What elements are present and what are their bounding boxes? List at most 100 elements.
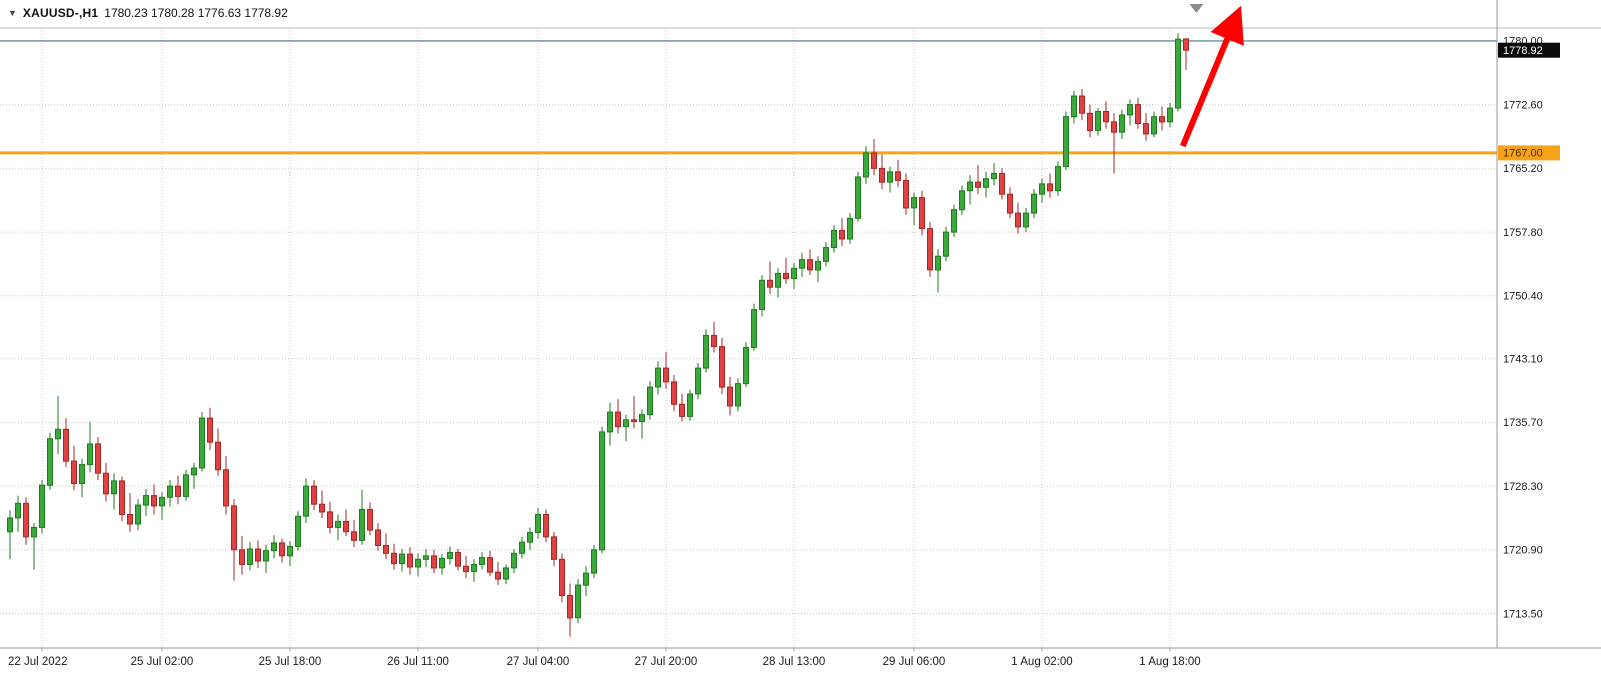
candlestick xyxy=(439,554,445,575)
candlestick xyxy=(511,549,517,574)
candlestick xyxy=(911,192,917,226)
candlestick xyxy=(943,226,949,262)
candlestick xyxy=(863,146,869,184)
candlestick xyxy=(271,535,277,559)
candlestick xyxy=(607,402,613,446)
candlestick xyxy=(807,249,813,276)
candlestick xyxy=(1143,113,1149,141)
candlestick xyxy=(151,484,157,515)
candlestick xyxy=(879,154,885,189)
candlestick xyxy=(111,473,117,510)
time-axis-label: 28 Jul 13:00 xyxy=(763,656,826,668)
candlestick xyxy=(399,549,405,572)
candlestick xyxy=(583,566,589,597)
candlestick xyxy=(343,509,349,537)
candlestick xyxy=(503,564,509,585)
candlestick xyxy=(519,536,525,559)
candlestick xyxy=(87,421,93,473)
svg-text:1778.92: 1778.92 xyxy=(1503,45,1543,57)
candlestick xyxy=(847,213,853,245)
chart-ohlc-info: ▼ XAUUSD-,H1 1780.23 1780.28 1776.63 177… xyxy=(8,6,288,20)
candlestick xyxy=(895,159,901,188)
candlestick xyxy=(103,462,109,502)
candlestick xyxy=(623,414,629,442)
candlestick xyxy=(1039,178,1045,203)
price-axis-label: 1728.30 xyxy=(1503,481,1543,493)
candlestick xyxy=(687,389,693,421)
candlestick xyxy=(743,342,749,388)
candlestick xyxy=(231,499,237,581)
time-axis-label: 1 Aug 02:00 xyxy=(1011,656,1072,668)
time-axis-label: 25 Jul 02:00 xyxy=(131,656,194,668)
candlestick xyxy=(47,432,53,490)
chart-collapse-icon[interactable]: ▼ xyxy=(8,7,17,18)
candlestick xyxy=(1007,187,1013,219)
candlestick xyxy=(983,171,989,198)
candlestick xyxy=(247,542,253,571)
candlestick xyxy=(39,480,45,534)
price-axis-label: 1735.70 xyxy=(1503,417,1543,429)
candlestick xyxy=(1183,38,1189,70)
candlestick xyxy=(263,544,269,574)
price-axis-label: 1750.40 xyxy=(1503,291,1543,303)
candlestick xyxy=(143,488,149,517)
candlestick xyxy=(1167,102,1173,127)
candlestick xyxy=(495,561,501,586)
candlestick xyxy=(671,375,677,412)
candlestick xyxy=(207,407,213,450)
candlestick xyxy=(1031,189,1037,219)
candlestick xyxy=(1127,99,1133,126)
price-axis-label: 1757.80 xyxy=(1503,227,1543,239)
candlestick xyxy=(791,263,797,289)
candlestick xyxy=(431,549,437,574)
candlestick xyxy=(615,399,621,434)
candlestick xyxy=(567,583,573,637)
candlestick xyxy=(799,252,805,277)
candlestick xyxy=(1087,104,1093,138)
candlestick xyxy=(735,378,741,412)
candlestick xyxy=(695,363,701,400)
candlestick xyxy=(95,437,101,481)
candlestick xyxy=(119,476,125,522)
svg-text:1767.00: 1767.00 xyxy=(1503,148,1543,160)
candlestick xyxy=(215,428,221,476)
symbol-timeframe-label: XAUUSD-,H1 xyxy=(22,6,99,20)
time-axis-label: 22 Jul 2022 xyxy=(8,656,67,668)
candlestick xyxy=(463,555,469,579)
candlestick xyxy=(919,190,925,236)
candlestick xyxy=(543,509,549,543)
candlestick xyxy=(391,543,397,570)
candlestick xyxy=(183,469,189,501)
candlestick xyxy=(79,458,85,498)
candlestick xyxy=(1095,108,1101,136)
time-axis-label: 27 Jul 20:00 xyxy=(635,656,698,668)
candlestick xyxy=(967,175,973,205)
candlestick xyxy=(223,456,229,515)
candlestick xyxy=(1119,109,1125,140)
candlestick xyxy=(1135,97,1141,129)
candlestick xyxy=(63,418,69,468)
trend-arrow[interactable] xyxy=(1180,5,1244,148)
candlestick xyxy=(423,549,429,568)
candlestick xyxy=(31,523,37,570)
time-axis-label: 29 Jul 06:00 xyxy=(883,656,946,668)
candlestick xyxy=(335,514,341,541)
candlestick xyxy=(751,303,757,351)
candlestick xyxy=(783,257,789,284)
candlestick xyxy=(135,499,141,530)
candlestick xyxy=(375,523,381,551)
candlestick xyxy=(559,553,565,603)
time-axis-label: 27 Jul 04:00 xyxy=(507,656,570,668)
shift-marker-icon[interactable] xyxy=(1189,4,1204,13)
candlestick xyxy=(759,275,765,317)
candlestick xyxy=(167,480,173,507)
candlestick xyxy=(175,475,181,505)
candlestick xyxy=(415,553,421,577)
candlestick xyxy=(239,536,245,575)
level-price-tag: 1767.00 xyxy=(1498,145,1560,161)
candlestick xyxy=(639,409,645,439)
candlestick xyxy=(887,166,893,193)
